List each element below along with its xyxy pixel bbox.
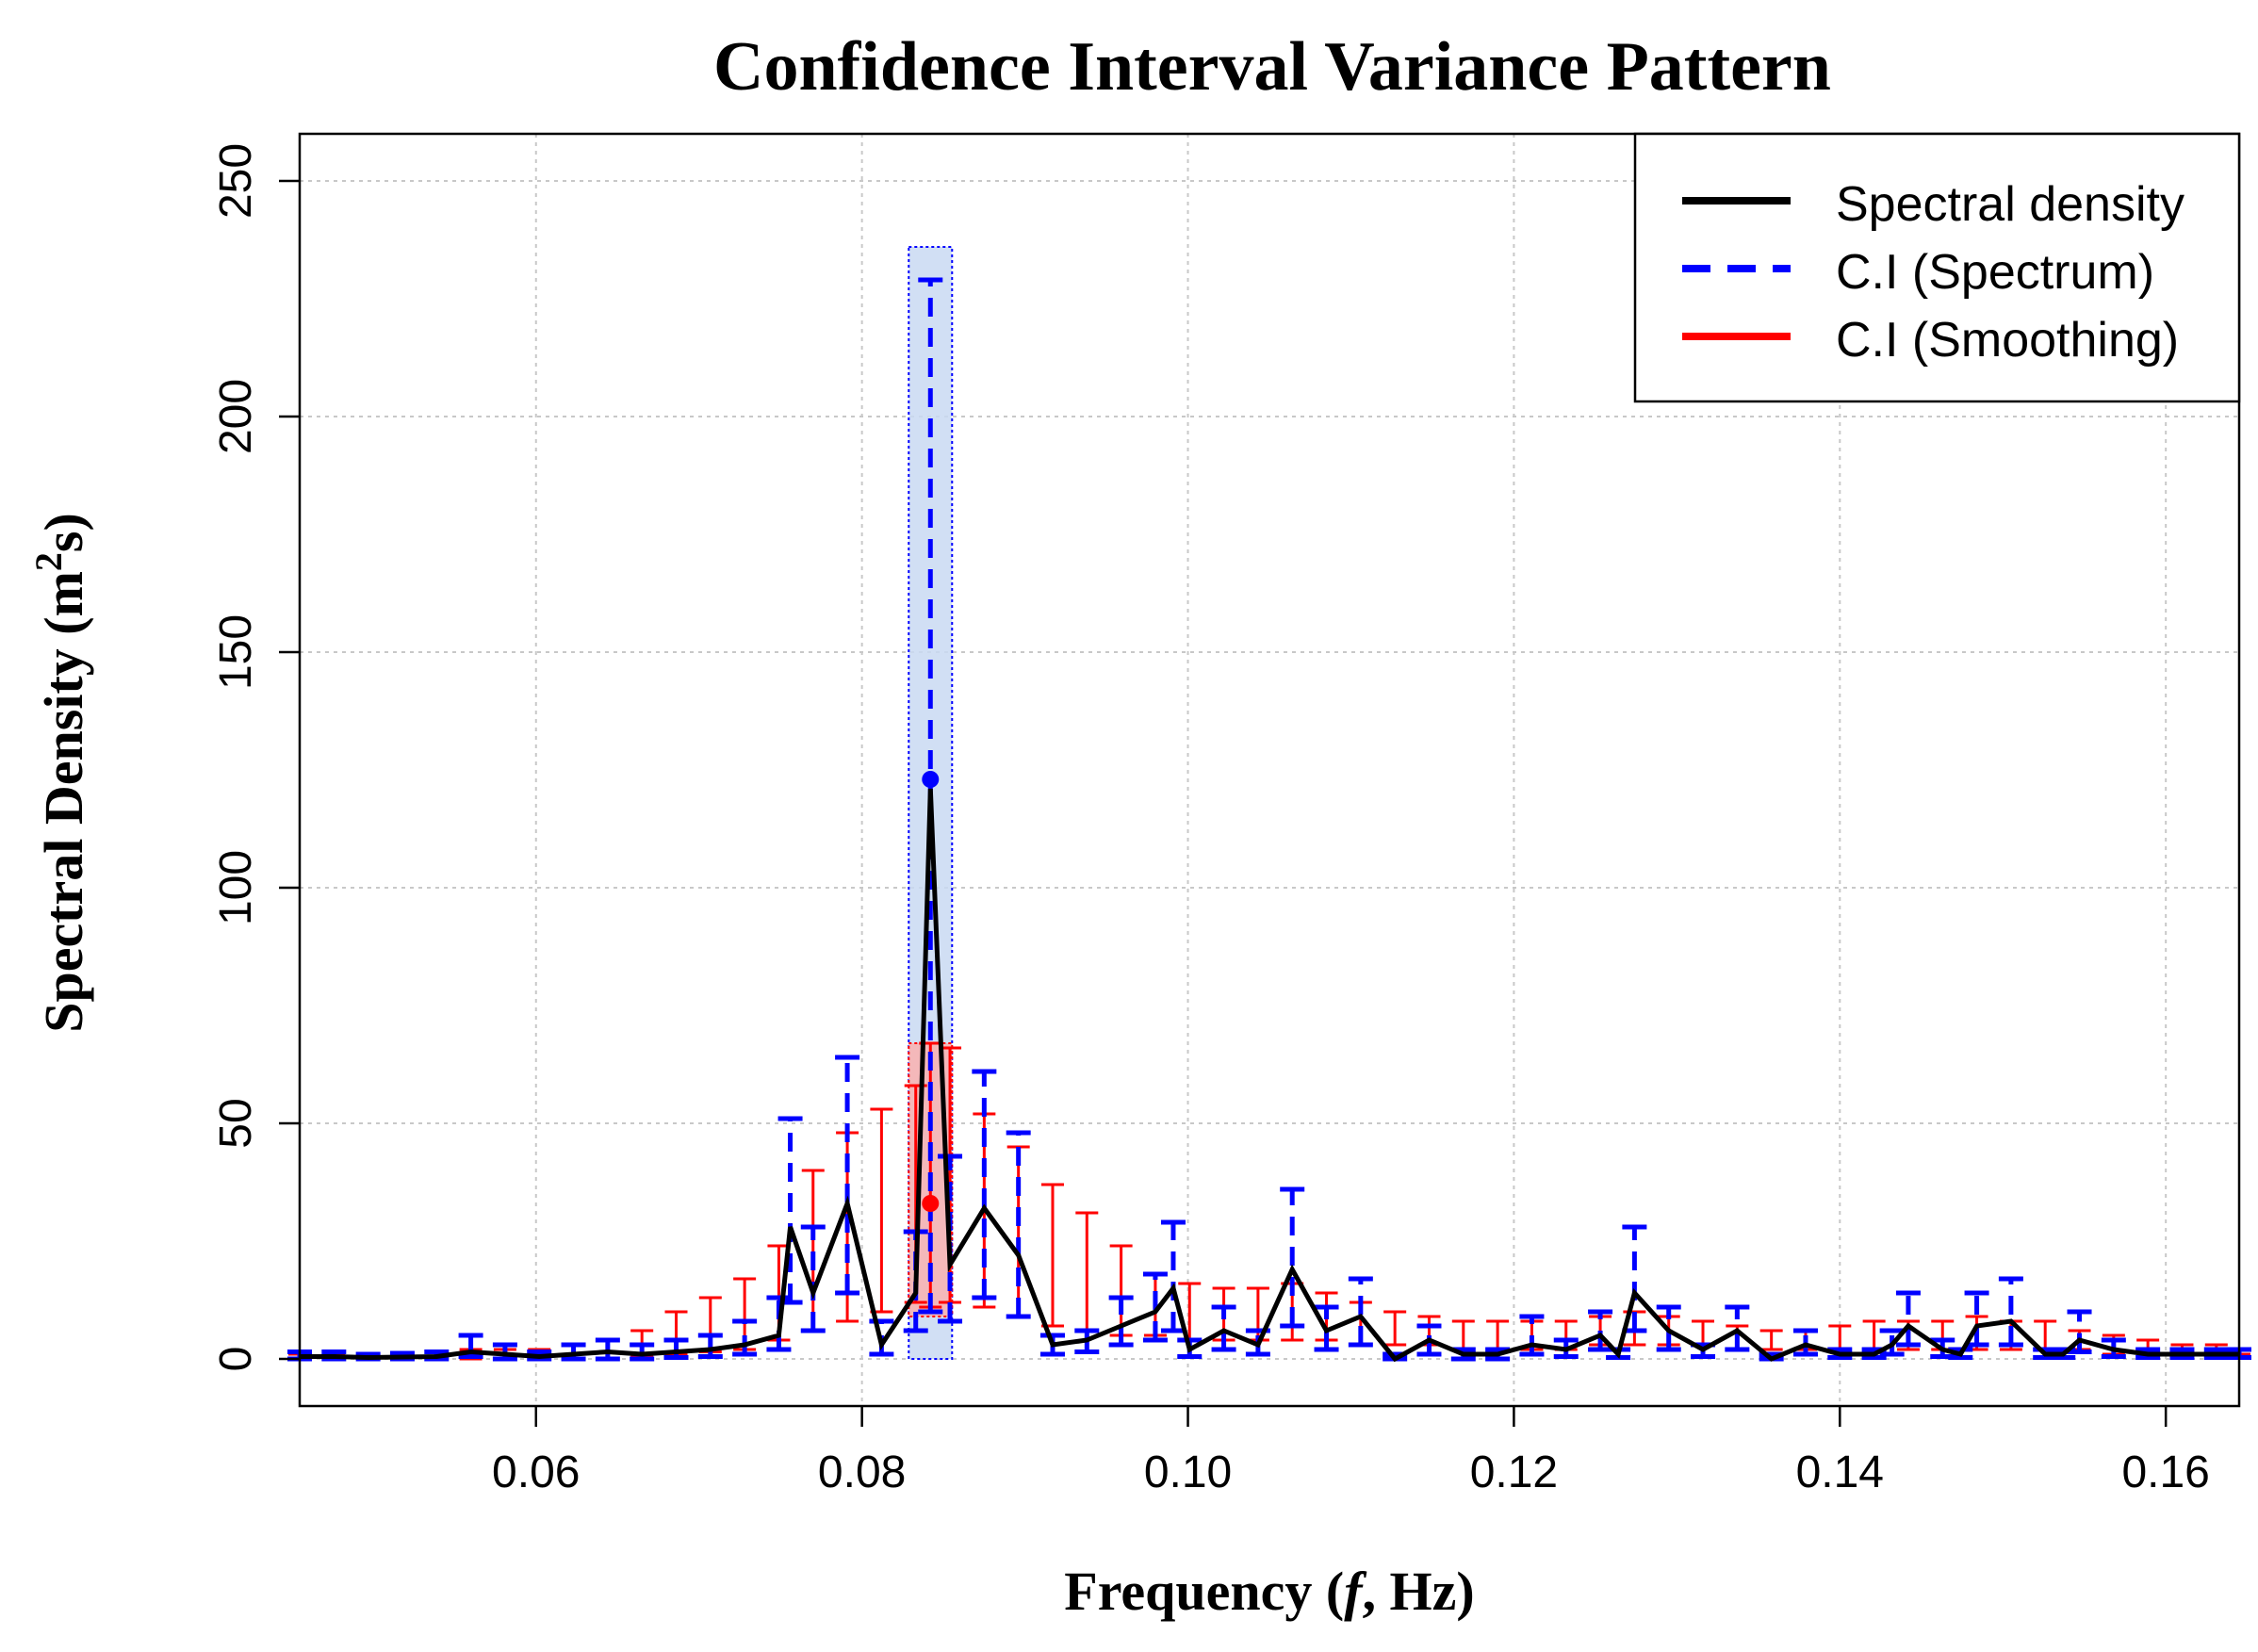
y-tick-label-5: 250	[211, 143, 261, 219]
x-axis-label: Frequency (f, Hz)	[1064, 1561, 1474, 1622]
y-tick-label-3: 150	[211, 614, 261, 690]
y-axis-label-suffix: s)	[33, 513, 94, 552]
x-axis-label-suffix: , Hz)	[1363, 1561, 1475, 1622]
x-tick-label-4: 0.14	[1796, 1448, 1884, 1497]
x-tick-label-1: 0.08	[818, 1448, 906, 1497]
legend-label-spectral: Spectral density	[1836, 177, 2184, 232]
legend-label-ci-smoothing: C.I (Smoothing)	[1836, 313, 2179, 368]
legend-label-ci-spectrum: C.I (Spectrum)	[1836, 245, 2154, 300]
peak-marker-smoothing	[922, 1195, 940, 1212]
y-tick-label-4: 200	[211, 379, 261, 454]
peak-marker-spectrum	[922, 771, 940, 788]
x-tick-label-5: 0.16	[2121, 1448, 2209, 1497]
y-axis: 0 50 100 150 200 250	[211, 143, 300, 1371]
x-axis: 0.06 0.08 0.10 0.12 0.14 0.16	[492, 1406, 2210, 1497]
legend: Spectral density C.I (Spectrum) C.I (Smo…	[1633, 132, 2241, 403]
y-tick-label-2: 100	[211, 850, 261, 925]
spectral-density-series	[300, 788, 2239, 1363]
y-axis-label-prefix: Spectral Density (m	[33, 571, 94, 1033]
y-tick-label-1: 50	[211, 1098, 261, 1148]
x-axis-label-prefix: Frequency (	[1064, 1561, 1344, 1622]
y-axis-label: Spectral Density (m2s)	[27, 513, 94, 1033]
x-tick-label-0: 0.06	[492, 1448, 580, 1497]
ci-smoothing-series	[288, 1041, 2250, 1361]
y-axis-label-sup: 2	[27, 552, 70, 571]
chart-title: Confidence Interval Variance Pattern	[713, 28, 1831, 106]
spectral-density-line	[300, 788, 2239, 1363]
x-tick-label-2: 0.10	[1144, 1448, 1232, 1497]
plot-frame	[298, 132, 2241, 1408]
ci-spectrum-series	[287, 277, 2251, 1362]
x-tick-label-3: 0.12	[1470, 1448, 1558, 1497]
peak-markers	[922, 771, 940, 1212]
y-tick-label-0: 0	[211, 1347, 261, 1372]
